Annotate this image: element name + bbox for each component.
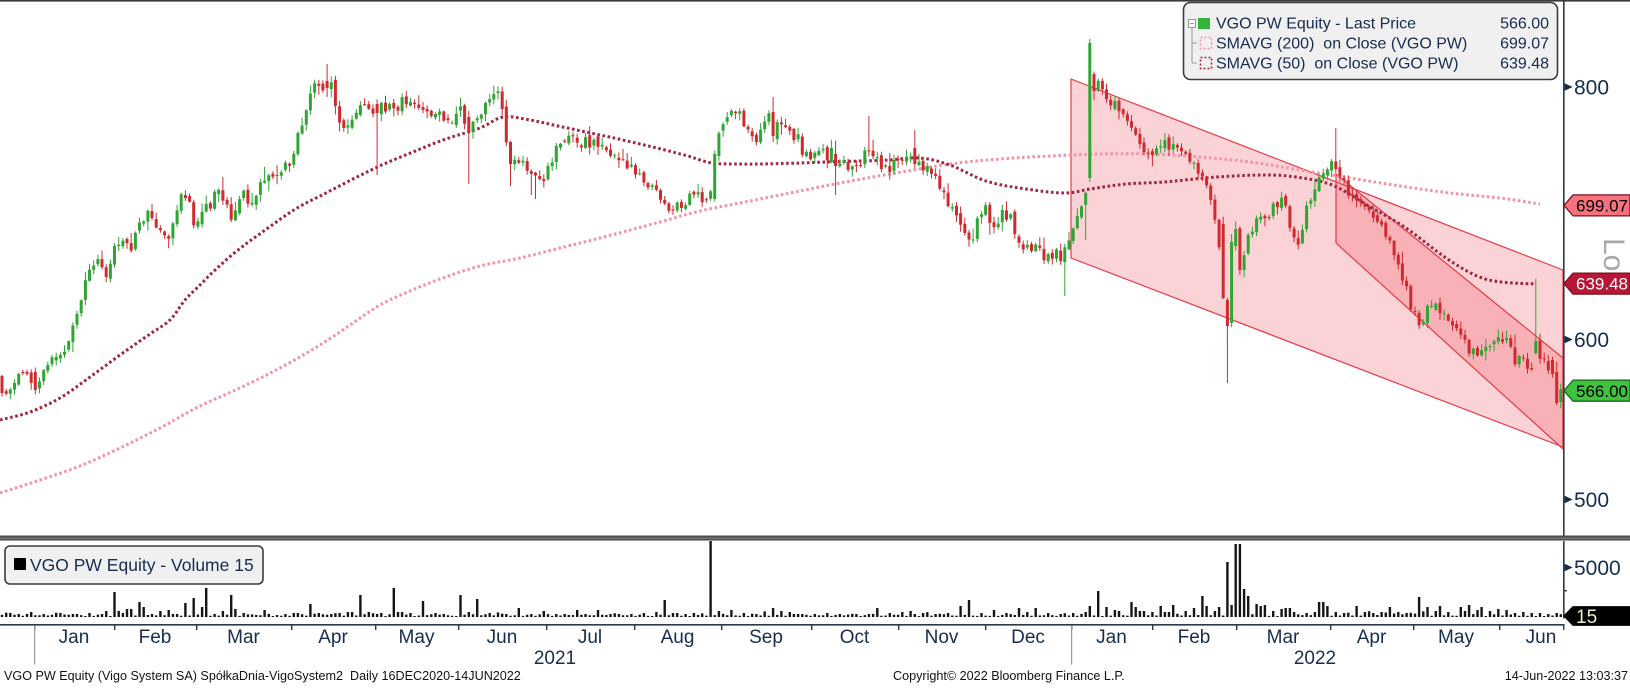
svg-text:15: 15 bbox=[1576, 607, 1597, 628]
svg-text:Lo: Lo bbox=[1597, 238, 1630, 271]
svg-text:Apr: Apr bbox=[318, 627, 348, 648]
svg-text:Jan: Jan bbox=[1096, 627, 1127, 648]
svg-text:5000: 5000 bbox=[1574, 557, 1621, 580]
svg-text:SMAVG (50) on Close (VGO PW): SMAVG (50) on Close (VGO PW) bbox=[1216, 56, 1458, 73]
svg-text:Sep: Sep bbox=[749, 627, 783, 648]
svg-text:Mar: Mar bbox=[227, 627, 260, 648]
svg-text:May: May bbox=[399, 627, 435, 648]
svg-text:699.07: 699.07 bbox=[1500, 36, 1549, 53]
svg-text:500: 500 bbox=[1574, 489, 1609, 512]
svg-text:Aug: Aug bbox=[661, 627, 695, 648]
svg-text:VGO PW Equity (Vigo System SA): VGO PW Equity (Vigo System SA) SpółkaDni… bbox=[4, 669, 521, 683]
svg-text:Mar: Mar bbox=[1267, 627, 1300, 648]
svg-text:VGO PW Equity - Last Price: VGO PW Equity - Last Price bbox=[1216, 16, 1416, 33]
svg-text:VGO PW Equity - Volume 15: VGO PW Equity - Volume 15 bbox=[30, 555, 254, 575]
svg-text:Copyright© 2022 Bloomberg Fina: Copyright© 2022 Bloomberg Finance L.P. bbox=[893, 669, 1125, 683]
svg-text:14-Jun-2022 13:03:37: 14-Jun-2022 13:03:37 bbox=[1505, 669, 1628, 683]
svg-text:Jan: Jan bbox=[59, 627, 90, 648]
svg-text:Feb: Feb bbox=[139, 627, 172, 648]
svg-text:566.00: 566.00 bbox=[1500, 16, 1549, 33]
svg-text:639.48: 639.48 bbox=[1500, 56, 1549, 73]
svg-text:699.07: 699.07 bbox=[1576, 197, 1628, 216]
svg-text:Nov: Nov bbox=[925, 627, 959, 648]
svg-text:May: May bbox=[1438, 627, 1474, 648]
svg-text:2021: 2021 bbox=[534, 648, 576, 669]
svg-text:Apr: Apr bbox=[1357, 627, 1387, 648]
svg-text:Oct: Oct bbox=[840, 627, 870, 648]
svg-text:2022: 2022 bbox=[1294, 648, 1336, 669]
svg-text:SMAVG (200) on Close (VGO PW): SMAVG (200) on Close (VGO PW) bbox=[1216, 36, 1467, 53]
svg-text:566.00: 566.00 bbox=[1576, 382, 1628, 401]
svg-text:800: 800 bbox=[1574, 77, 1609, 100]
svg-text:Jun: Jun bbox=[1526, 627, 1557, 648]
svg-text:Jun: Jun bbox=[487, 627, 518, 648]
svg-text:639.48: 639.48 bbox=[1576, 275, 1628, 294]
svg-text:Dec: Dec bbox=[1011, 627, 1045, 648]
svg-text:600: 600 bbox=[1574, 329, 1609, 352]
svg-text:Jul: Jul bbox=[578, 627, 602, 648]
svg-text:Feb: Feb bbox=[1178, 627, 1211, 648]
